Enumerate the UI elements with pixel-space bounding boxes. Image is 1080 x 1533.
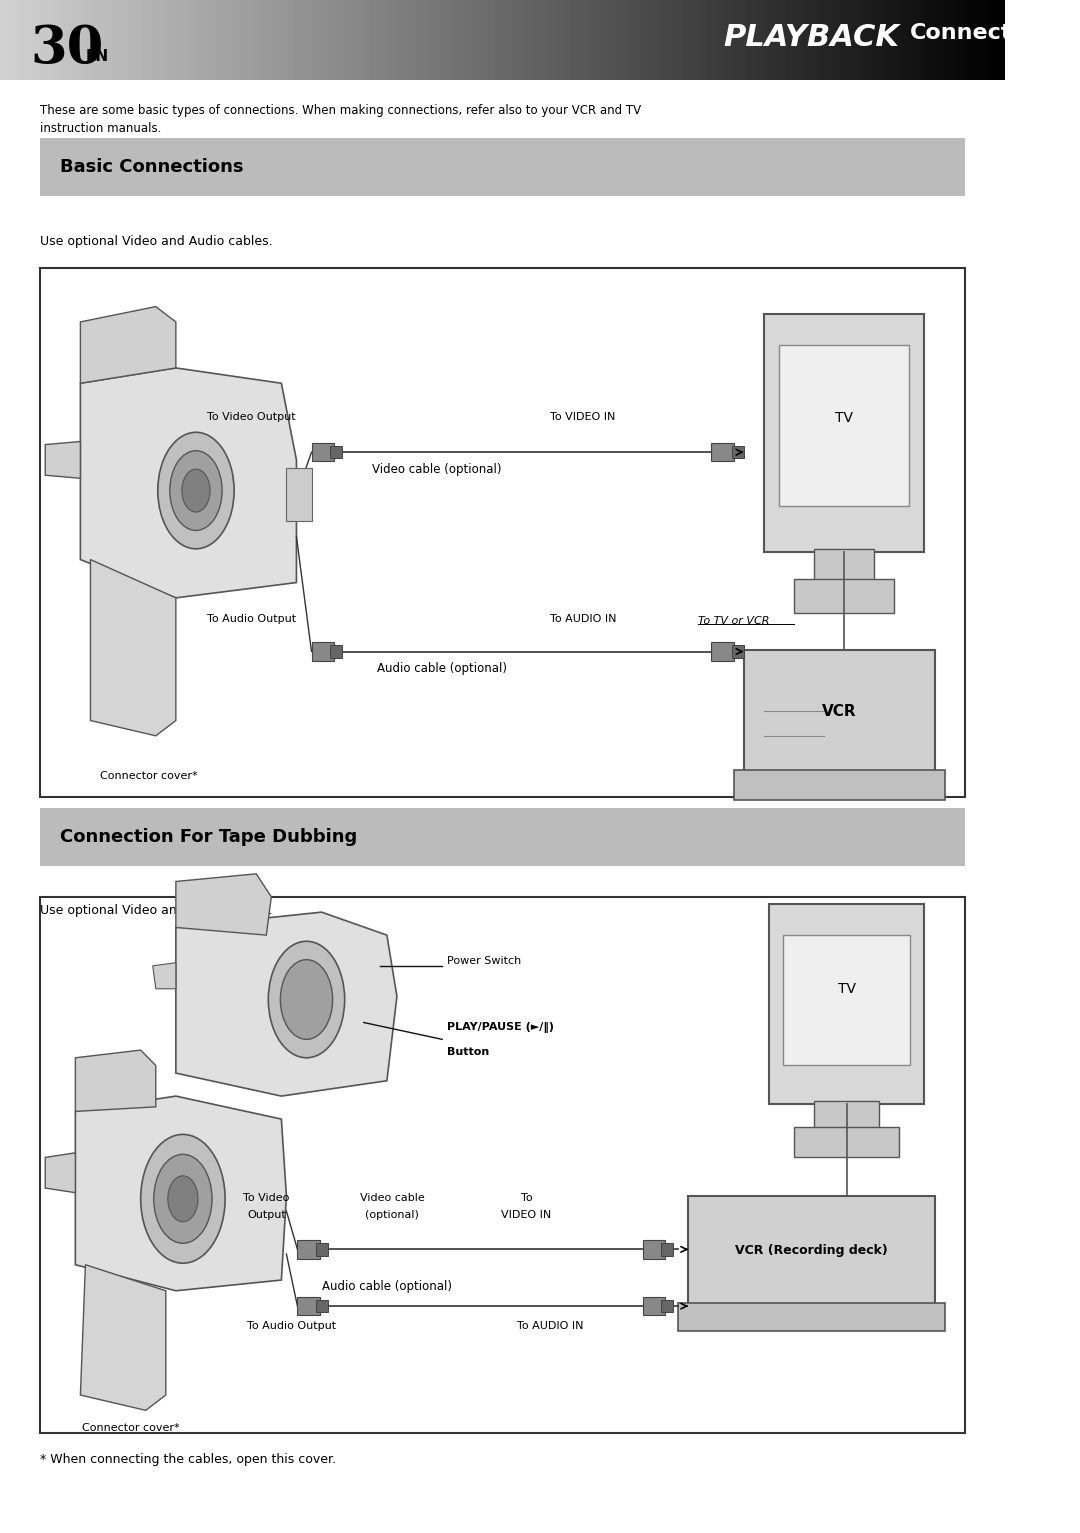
Bar (731, 645, 744, 658)
Text: To: To (521, 1193, 532, 1203)
Text: TV: TV (838, 981, 855, 996)
Text: VIDEO IN: VIDEO IN (501, 1210, 552, 1220)
Bar (661, 1300, 673, 1312)
Text: To Video Output: To Video Output (207, 411, 296, 422)
Text: Basic Connections: Basic Connections (60, 158, 244, 176)
Text: Connector cover*: Connector cover* (82, 1423, 180, 1433)
Bar (297, 1240, 320, 1259)
Polygon shape (80, 307, 176, 383)
Text: Connector cover*: Connector cover* (100, 771, 198, 782)
Text: PLAYBACK: PLAYBACK (724, 23, 900, 52)
Text: Connections: Connections (909, 23, 1064, 43)
Bar (40, 808, 964, 866)
Bar (688, 1196, 934, 1306)
Text: To AUDIO IN: To AUDIO IN (517, 1321, 584, 1332)
Text: Audio cable (optional): Audio cable (optional) (322, 1280, 451, 1292)
Polygon shape (176, 874, 271, 935)
Bar (814, 1101, 879, 1131)
Text: Output: Output (247, 1210, 286, 1220)
Text: To VIDEO IN: To VIDEO IN (550, 411, 616, 422)
Text: 30: 30 (30, 23, 104, 74)
Bar (643, 1297, 665, 1315)
Text: Video cable: Video cable (360, 1193, 424, 1203)
Circle shape (268, 941, 345, 1058)
Bar (315, 1243, 327, 1256)
Bar (643, 1240, 665, 1259)
Text: Video cable (optional): Video cable (optional) (373, 463, 502, 475)
Circle shape (158, 432, 234, 549)
Bar (311, 443, 334, 461)
Bar (311, 642, 334, 661)
Text: To Video: To Video (243, 1193, 289, 1203)
Polygon shape (76, 1050, 156, 1111)
Circle shape (167, 1176, 198, 1222)
Bar (764, 314, 924, 552)
Text: EN: EN (85, 49, 109, 64)
Text: PLAY/PAUSE (►/‖): PLAY/PAUSE (►/‖) (447, 1021, 554, 1033)
Bar (40, 268, 964, 797)
Bar (315, 1300, 327, 1312)
Text: Audio cable (optional): Audio cable (optional) (377, 662, 508, 675)
Bar (794, 1127, 900, 1157)
Bar (731, 446, 744, 458)
Bar (814, 549, 874, 583)
Circle shape (153, 1154, 212, 1243)
Bar (783, 935, 910, 1065)
Bar (286, 468, 311, 521)
Circle shape (140, 1134, 225, 1263)
Text: These are some basic types of connections. When making connections, refer also t: These are some basic types of connection… (40, 104, 642, 135)
Polygon shape (91, 560, 176, 736)
Bar (733, 770, 945, 800)
Bar (329, 446, 341, 458)
Bar (712, 642, 733, 661)
Text: TV: TV (835, 411, 853, 425)
Bar (329, 645, 341, 658)
Bar (297, 1297, 320, 1315)
Polygon shape (152, 963, 176, 989)
Bar (40, 897, 964, 1433)
Circle shape (170, 451, 222, 530)
Bar (678, 1303, 945, 1331)
Text: * When connecting the cables, open this cover.: * When connecting the cables, open this … (40, 1453, 336, 1466)
Text: VCR: VCR (822, 704, 856, 719)
Bar (712, 443, 733, 461)
Polygon shape (45, 442, 80, 478)
Bar (661, 1243, 673, 1256)
Text: Use optional Video and Audio cables.: Use optional Video and Audio cables. (40, 904, 273, 917)
Text: To AUDIO IN: To AUDIO IN (550, 613, 616, 624)
Polygon shape (176, 912, 397, 1096)
Circle shape (181, 469, 210, 512)
Text: (optional): (optional) (365, 1210, 419, 1220)
Text: Use optional Video and Audio cables.: Use optional Video and Audio cables. (40, 235, 273, 247)
Text: Power Switch: Power Switch (447, 957, 522, 966)
Text: VCR (Recording deck): VCR (Recording deck) (735, 1245, 888, 1257)
Text: To TV or VCR: To TV or VCR (699, 616, 770, 627)
Polygon shape (45, 1153, 76, 1193)
Circle shape (281, 960, 333, 1039)
Bar (794, 579, 894, 613)
Text: To Audio Output: To Audio Output (206, 613, 296, 624)
Polygon shape (76, 1096, 286, 1291)
Text: Connection For Tape Dubbing: Connection For Tape Dubbing (60, 828, 357, 846)
Text: Button: Button (447, 1047, 489, 1056)
Bar (769, 904, 924, 1104)
Bar (40, 138, 964, 196)
Polygon shape (80, 368, 296, 598)
Polygon shape (80, 1265, 166, 1410)
Bar (744, 650, 934, 773)
Text: To Audio Output: To Audio Output (247, 1321, 336, 1332)
Bar (779, 345, 909, 506)
